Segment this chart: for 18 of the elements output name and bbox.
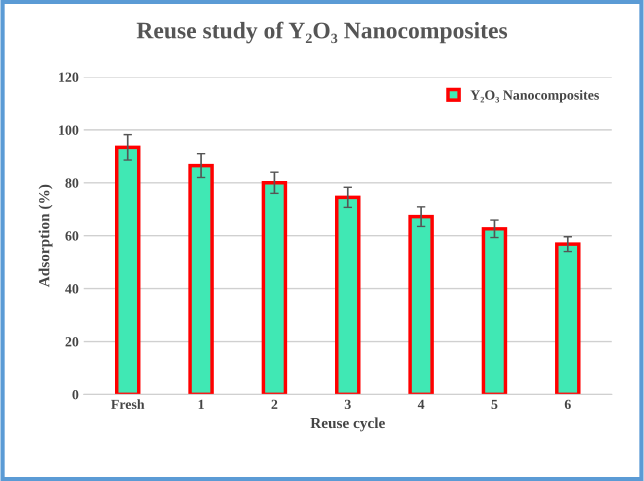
y-tick-label: 80 — [65, 178, 78, 188]
y-tick-label: 60 — [65, 231, 78, 241]
x-tick-label: Fresh — [111, 399, 144, 410]
x-axis-title: Reuse cycle — [310, 417, 385, 432]
x-tick-label: 4 — [418, 400, 424, 409]
chart-title: Reuse study of Y₂O₃ Nanocomposites — [136, 22, 508, 44]
x-tick-label: 6 — [564, 400, 571, 410]
y-axis-title: Adsorption (%) — [38, 184, 52, 288]
y-tick-label: 120 — [59, 72, 78, 82]
legend-label: Y₂O₃ Nanocomposites — [470, 90, 599, 103]
y-tick-label: 20 — [66, 337, 78, 346]
y-tick-label: 100 — [59, 125, 78, 135]
x-tick-label: 1 — [198, 400, 204, 409]
x-tick-label: 2 — [272, 400, 278, 409]
y-tick-label: 0 — [72, 390, 78, 400]
x-tick-label: 3 — [344, 400, 351, 410]
x-tick-label: 5 — [492, 400, 498, 410]
y-tick-label: 40 — [65, 284, 78, 294]
